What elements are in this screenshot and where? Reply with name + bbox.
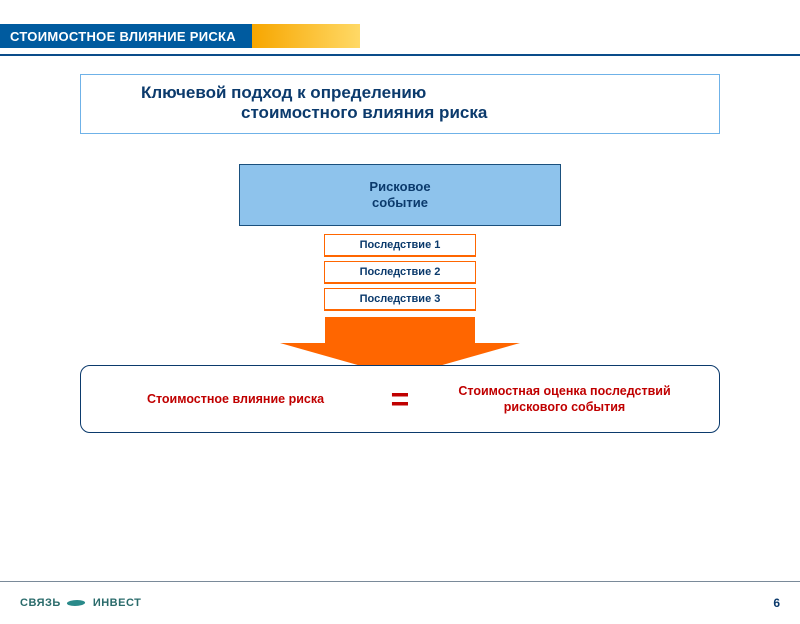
page-number: 6 xyxy=(773,596,780,610)
result-box: Стоимостное влияние риска = Стоимостная … xyxy=(80,365,720,433)
footer: СВЯЗЬ ИНВЕСТ 6 xyxy=(0,596,800,610)
logo: СВЯЗЬ ИНВЕСТ xyxy=(20,597,141,609)
risk-event-box: Рисковое событие xyxy=(239,164,561,226)
key-approach-line1: Ключевой подход к определению xyxy=(141,83,709,103)
risk-event-line2: событие xyxy=(372,195,428,211)
slide: СТОИМОСТНОЕ ВЛИЯНИЕ РИСКА Ключевой подхо… xyxy=(0,24,800,624)
consequence-item: Последствие 2 xyxy=(324,261,476,284)
arrow-shaft xyxy=(325,317,475,343)
result-left-text: Стоимостное влияние риска xyxy=(101,392,370,406)
page-title: СТОИМОСТНОЕ ВЛИЯНИЕ РИСКА xyxy=(10,29,236,44)
consequence-item: Последствие 3 xyxy=(324,288,476,311)
risk-event-line1: Рисковое xyxy=(369,179,430,195)
logo-right-word: ИНВЕСТ xyxy=(93,597,142,609)
consequences-list: Последствие 1 Последствие 2 Последствие … xyxy=(0,234,800,311)
title-bar: СТОИМОСТНОЕ ВЛИЯНИЕ РИСКА xyxy=(0,24,800,48)
result-right-text: Стоимостная оценка последствий рискового… xyxy=(430,383,699,416)
consequence-item: Последствие 1 xyxy=(324,234,476,257)
result-right-line1: Стоимостная оценка последствий xyxy=(458,384,670,398)
equals-sign-icon: = xyxy=(370,381,430,418)
key-approach-box: Ключевой подход к определению стоимостно… xyxy=(80,74,720,134)
key-approach-line2: стоимостного влияния риска xyxy=(241,103,709,123)
result-right-line2: рискового события xyxy=(504,400,625,414)
content-area: Ключевой подход к определению стоимостно… xyxy=(0,74,800,433)
footer-divider xyxy=(0,581,800,582)
logo-left-word: СВЯЗЬ xyxy=(20,597,61,609)
title-underline xyxy=(0,54,800,56)
title-stripe: СТОИМОСТНОЕ ВЛИЯНИЕ РИСКА xyxy=(0,24,360,48)
